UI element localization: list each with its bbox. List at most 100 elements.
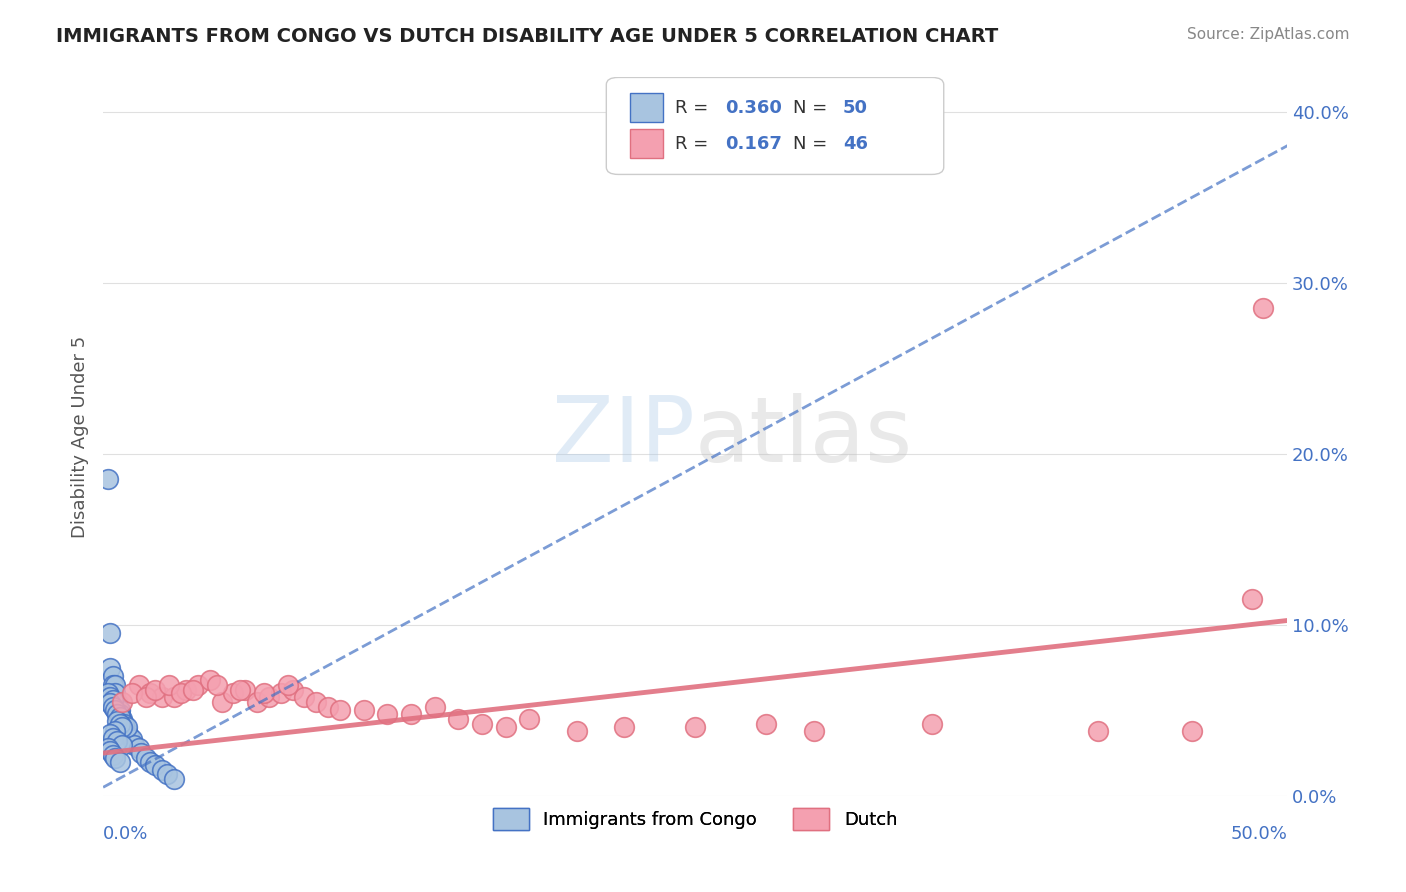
Point [353,703,375,717]
Point [128,741,150,756]
Text: atlas: atlas [695,392,914,481]
Point [111,715,134,730]
Text: 46: 46 [844,135,868,153]
Point [159,678,181,692]
Point [129,746,152,760]
Point [755,717,778,731]
Text: 0.0%: 0.0% [103,824,149,843]
Point [101,669,124,683]
Point [105,706,128,721]
Point [163,690,186,704]
Point [316,699,339,714]
Point [150,690,173,704]
Point [277,678,299,692]
Point [105,695,128,709]
Point [1253,301,1275,316]
Point [122,738,145,752]
Point [105,734,128,748]
Point [101,693,124,707]
Point [1240,592,1263,607]
Point [101,699,124,714]
Point [98,660,121,674]
Point [233,682,256,697]
Point [104,703,127,717]
Text: R =: R = [675,99,714,117]
Point [447,712,470,726]
Point [143,682,166,697]
Point [163,772,186,786]
Point [174,682,197,697]
Point [98,697,121,711]
Text: 0.167: 0.167 [724,135,782,153]
Point [1181,723,1204,738]
Point [97,686,120,700]
Point [253,686,276,700]
Point [517,712,540,726]
Text: 0.360: 0.360 [724,99,782,117]
Point [246,695,269,709]
Y-axis label: Disability Age Under 5: Disability Age Under 5 [72,335,89,538]
Point [135,690,157,704]
Point [121,686,143,700]
Point [104,686,127,700]
Text: 50: 50 [844,99,868,117]
Point [104,751,127,765]
Point [181,682,204,697]
Text: N =: N = [793,135,834,153]
Point [921,717,943,731]
Point [104,678,127,692]
Point [108,710,131,724]
Point [98,626,121,640]
Point [115,721,138,735]
Point [114,717,136,731]
Point [170,686,193,700]
Point [98,744,121,758]
Point [423,699,446,714]
Point [270,686,292,700]
Point [108,706,131,721]
Point [108,703,131,717]
Point [108,755,131,769]
Text: ZIP: ZIP [553,392,695,481]
Point [104,695,127,709]
Point [305,695,328,709]
Point [257,690,280,704]
Point [111,721,134,735]
Point [111,738,134,752]
FancyBboxPatch shape [606,78,943,175]
Point [565,723,588,738]
Point [803,723,825,738]
Point [294,690,316,704]
Point [98,727,121,741]
Text: N =: N = [793,99,834,117]
Point [156,766,179,780]
Text: 50.0%: 50.0% [1230,824,1286,843]
Point [98,690,121,704]
Point [229,682,252,697]
Point [495,721,517,735]
Point [108,717,131,731]
Point [97,472,120,486]
Bar [630,94,664,122]
Point [281,682,304,697]
Text: IMMIGRANTS FROM CONGO VS DUTCH DISABILITY AGE UNDER 5 CORRELATION CHART: IMMIGRANTS FROM CONGO VS DUTCH DISABILIT… [56,27,998,45]
Point [205,678,228,692]
Point [101,747,124,762]
Point [135,751,157,765]
Point [187,678,209,692]
Point [139,686,162,700]
Point [375,706,398,721]
Point [114,721,136,735]
Point [198,673,221,687]
Point [115,723,138,738]
Point [111,712,134,726]
Point [101,731,124,745]
Point [139,755,162,769]
Point [118,729,141,743]
Point [104,723,127,738]
Point [683,721,706,735]
Bar [630,129,664,158]
Point [1087,723,1109,738]
Point [105,714,128,728]
Point [329,703,352,717]
